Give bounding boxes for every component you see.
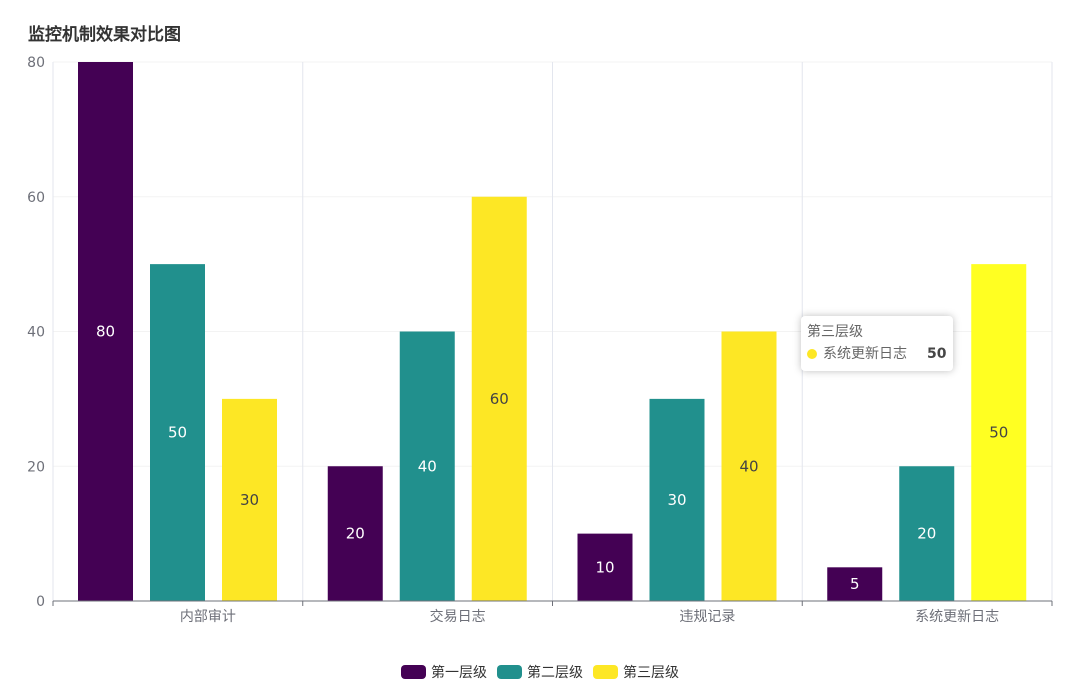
tooltip-category: 系统更新日志	[823, 346, 907, 362]
bar[interactable]	[222, 398, 277, 601]
bar-value-label: 20	[346, 525, 365, 543]
tooltip-series-name: 第三层级	[807, 324, 863, 340]
bar[interactable]	[399, 331, 455, 602]
bar-value-label: 50	[989, 424, 1008, 442]
bars[interactable]: 80 20 10 5 50 40 30 20 30 60 40 50	[78, 62, 1027, 602]
bar-value-label: 40	[418, 457, 437, 475]
bar-value-label: 20	[917, 525, 936, 543]
y-tick-label: 60	[27, 190, 45, 206]
bar[interactable]	[78, 62, 133, 601]
legend: 第一层级 第二层级 第三层级	[0, 662, 1080, 682]
bar-value-label: 80	[96, 323, 115, 341]
bar[interactable]	[577, 533, 633, 601]
bar-value-label: 5	[850, 575, 860, 593]
tooltip-value: 50	[927, 346, 947, 362]
bar-value-label: 10	[595, 558, 614, 576]
bar-value-label: 60	[490, 390, 509, 408]
legend-swatch	[401, 665, 426, 679]
chart-title: 监控机制效果对比图	[28, 25, 181, 45]
bar[interactable]	[649, 398, 705, 601]
bar-value-label: 30	[240, 491, 259, 509]
bar[interactable]	[471, 196, 527, 601]
y-tick-label: 0	[36, 594, 45, 610]
bar[interactable]	[899, 466, 955, 601]
y-tick-label: 40	[27, 325, 45, 341]
y-tick-label: 20	[27, 459, 45, 475]
tooltip-row: 系统更新日志 50	[807, 343, 946, 365]
bar[interactable]	[827, 567, 883, 601]
bar-value-label: 40	[739, 457, 758, 475]
x-tick-label: 系统更新日志	[915, 609, 999, 625]
legend-item[interactable]: 第二层级	[497, 662, 583, 682]
legend-swatch	[497, 665, 522, 679]
bar[interactable]	[150, 264, 205, 601]
legend-item[interactable]: 第三层级	[593, 662, 679, 682]
legend-item[interactable]: 第一层级	[401, 662, 487, 682]
bar-value-label: 50	[168, 424, 187, 442]
legend-label: 第二层级	[527, 665, 583, 681]
bar[interactable]	[327, 466, 383, 601]
bar-value-label: 30	[667, 491, 686, 509]
x-tick-label: 内部审计	[180, 609, 236, 625]
bar[interactable]	[721, 331, 777, 602]
y-tick-label: 80	[27, 55, 45, 71]
axes: 0 20 40 60 80 内部审计 交易日志 违规记录 系统更新日志	[27, 55, 1053, 625]
grid-lines	[52, 61, 1053, 601]
legend-swatch	[593, 665, 618, 679]
x-tick-label: 交易日志	[430, 608, 486, 625]
legend-label: 第三层级	[623, 665, 679, 681]
legend-label: 第一层级	[431, 665, 487, 681]
bar[interactable]	[971, 264, 1027, 601]
x-tick-label: 违规记录	[679, 609, 735, 625]
tooltip: 第三层级 系统更新日志 50	[801, 316, 954, 371]
tooltip-marker	[807, 349, 817, 359]
